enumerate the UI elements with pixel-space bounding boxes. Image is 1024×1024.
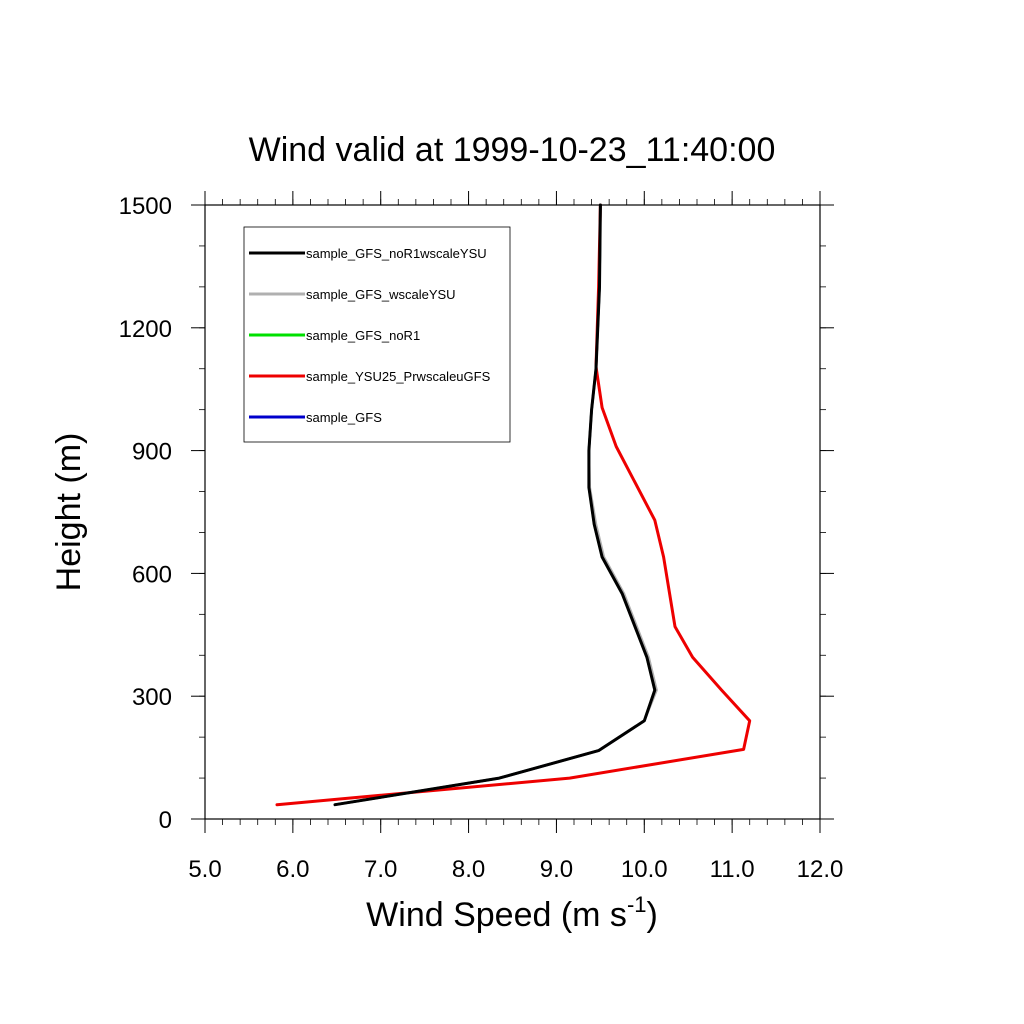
y-tick-label: 600 — [132, 561, 172, 588]
x-tick-label: 7.0 — [364, 856, 397, 883]
y-tick-label: 900 — [132, 439, 172, 466]
x-tick-label: 6.0 — [276, 856, 309, 883]
series-lines — [275, 203, 752, 807]
legend-label: sample_GFS_noR1wscaleYSU — [306, 246, 487, 261]
legend: sample_GFS_noR1wscaleYSU sample_GFS_wscal… — [243, 226, 511, 443]
x-axis-label-superscript: -1 — [627, 892, 647, 917]
x-tick-label: 12.0 — [797, 856, 844, 883]
y-tick-label: 0 — [159, 807, 172, 834]
plot-frame — [204, 204, 821, 820]
x-tick-label: 5.0 — [188, 856, 221, 883]
x-axis-label: Wind Speed (m s-1) — [366, 892, 658, 934]
tick-labels: 5.0 6.0 7.0 8.0 9.0 10.0 11.0 12.0 0 300 600 900 120… — [119, 193, 844, 883]
x-tick-label: 11.0 — [710, 856, 755, 883]
series-line-sample-gfs-nor1wscaleysu — [333, 203, 657, 807]
y-axis-label: Height (m) — [50, 433, 88, 592]
series-line-sample-ysu25-prwscaleugfs — [275, 203, 752, 807]
legend-label: sample_YSU25_PrwscaleuGFS — [306, 369, 491, 384]
x-axis-label-text: Wind Speed (m s — [366, 896, 627, 934]
legend-label: sample_GFS — [306, 410, 382, 425]
chart-title: Wind valid at 1999-10-23_11:40:00 — [249, 131, 776, 169]
legend-label: sample_GFS_noR1 — [306, 328, 420, 343]
x-axis-label-end: ) — [647, 896, 658, 934]
y-tick-label: 1500 — [119, 193, 172, 220]
y-tick-label: 300 — [132, 684, 172, 711]
x-tick-label: 10.0 — [621, 856, 668, 883]
major-ticks — [191, 191, 834, 833]
x-tick-label: 8.0 — [452, 856, 485, 883]
x-tick-label: 9.0 — [540, 856, 573, 883]
legend-label: sample_GFS_wscaleYSU — [306, 287, 456, 302]
y-tick-label: 1200 — [119, 316, 172, 343]
